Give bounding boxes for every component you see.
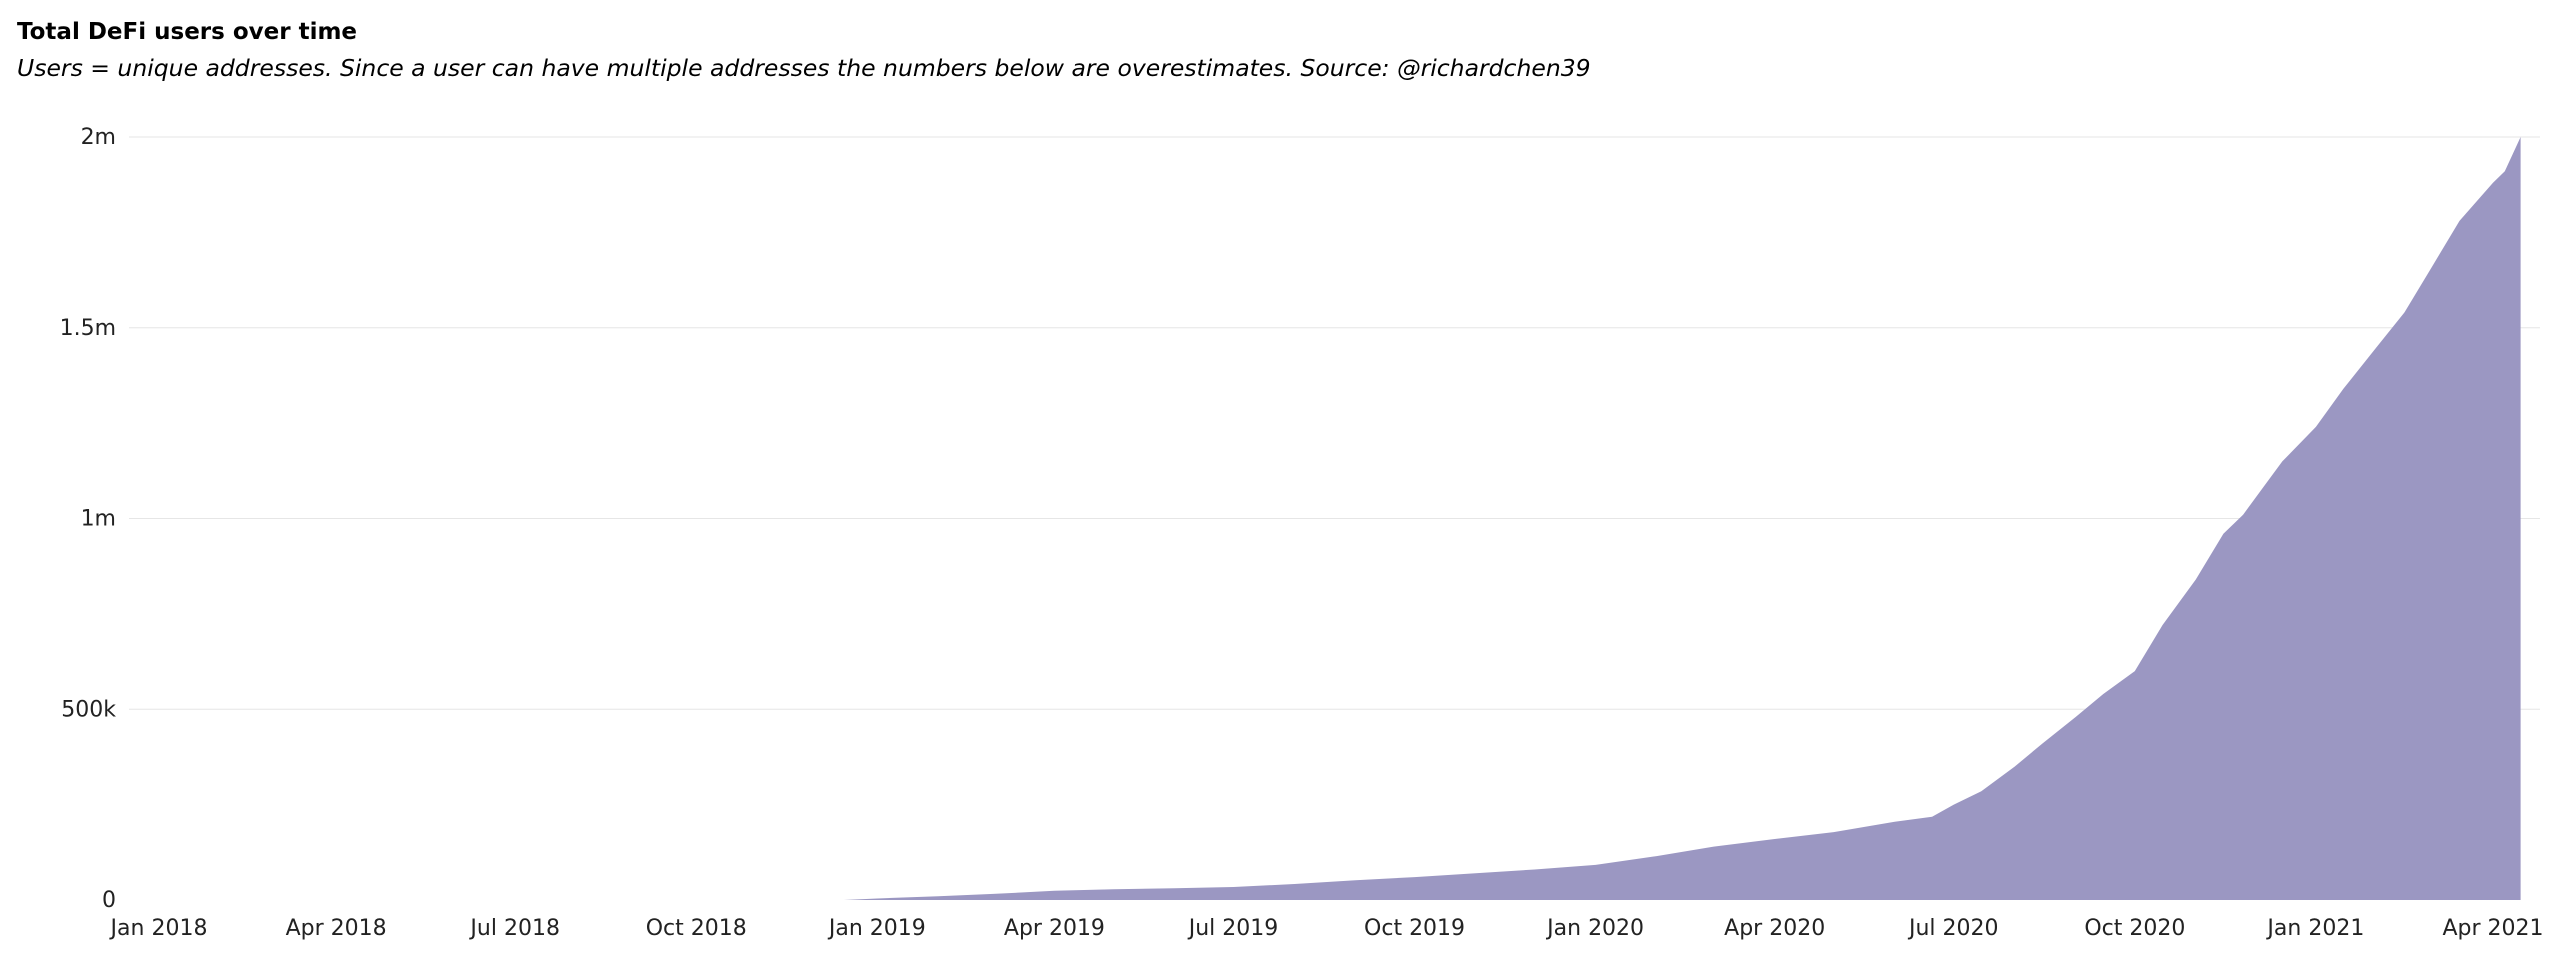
y-tick-label: 1.5m bbox=[60, 316, 116, 341]
y-tick-label: 2m bbox=[81, 125, 116, 150]
x-tick-label: Apr 2019 bbox=[1004, 916, 1105, 941]
x-tick-label: Oct 2020 bbox=[2084, 916, 2185, 941]
x-tick-label: Apr 2021 bbox=[2442, 916, 2543, 941]
y-tick-label: 0 bbox=[102, 888, 116, 913]
x-axis-ticks: Jan 2018 Apr 2018 Jul 2018 Oct 2018 Jan 2019… bbox=[109, 916, 2544, 941]
series-area bbox=[843, 137, 2521, 900]
x-tick-label: Apr 2020 bbox=[1724, 916, 1825, 941]
x-tick-label: Jul 2018 bbox=[468, 916, 560, 941]
chart-subtitle: Users = unique addresses. Since a user c… bbox=[17, 54, 1591, 82]
x-tick-label: Jan 2018 bbox=[109, 916, 208, 941]
x-tick-label: Oct 2018 bbox=[646, 916, 747, 941]
series-area-path bbox=[843, 137, 2521, 900]
x-tick-label: Jan 2021 bbox=[2265, 916, 2364, 941]
x-tick-label: Jan 2019 bbox=[827, 916, 926, 941]
y-tick-label: 500k bbox=[61, 697, 116, 722]
x-tick-label: Jul 2020 bbox=[1907, 916, 1999, 941]
x-tick-label: Jan 2020 bbox=[1545, 916, 1644, 941]
chart-header: Total DeFi users over time Users = uniqu… bbox=[17, 14, 2540, 86]
y-tick-label: 1m bbox=[81, 507, 116, 532]
y-axis-ticks: 0 500k 1m 1.5m 2m bbox=[60, 125, 117, 913]
x-tick-label: Oct 2019 bbox=[1364, 916, 1465, 941]
x-tick-label: Jul 2019 bbox=[1187, 916, 1279, 941]
x-tick-label: Apr 2018 bbox=[286, 916, 387, 941]
chart-title: Total DeFi users over time bbox=[17, 19, 358, 45]
